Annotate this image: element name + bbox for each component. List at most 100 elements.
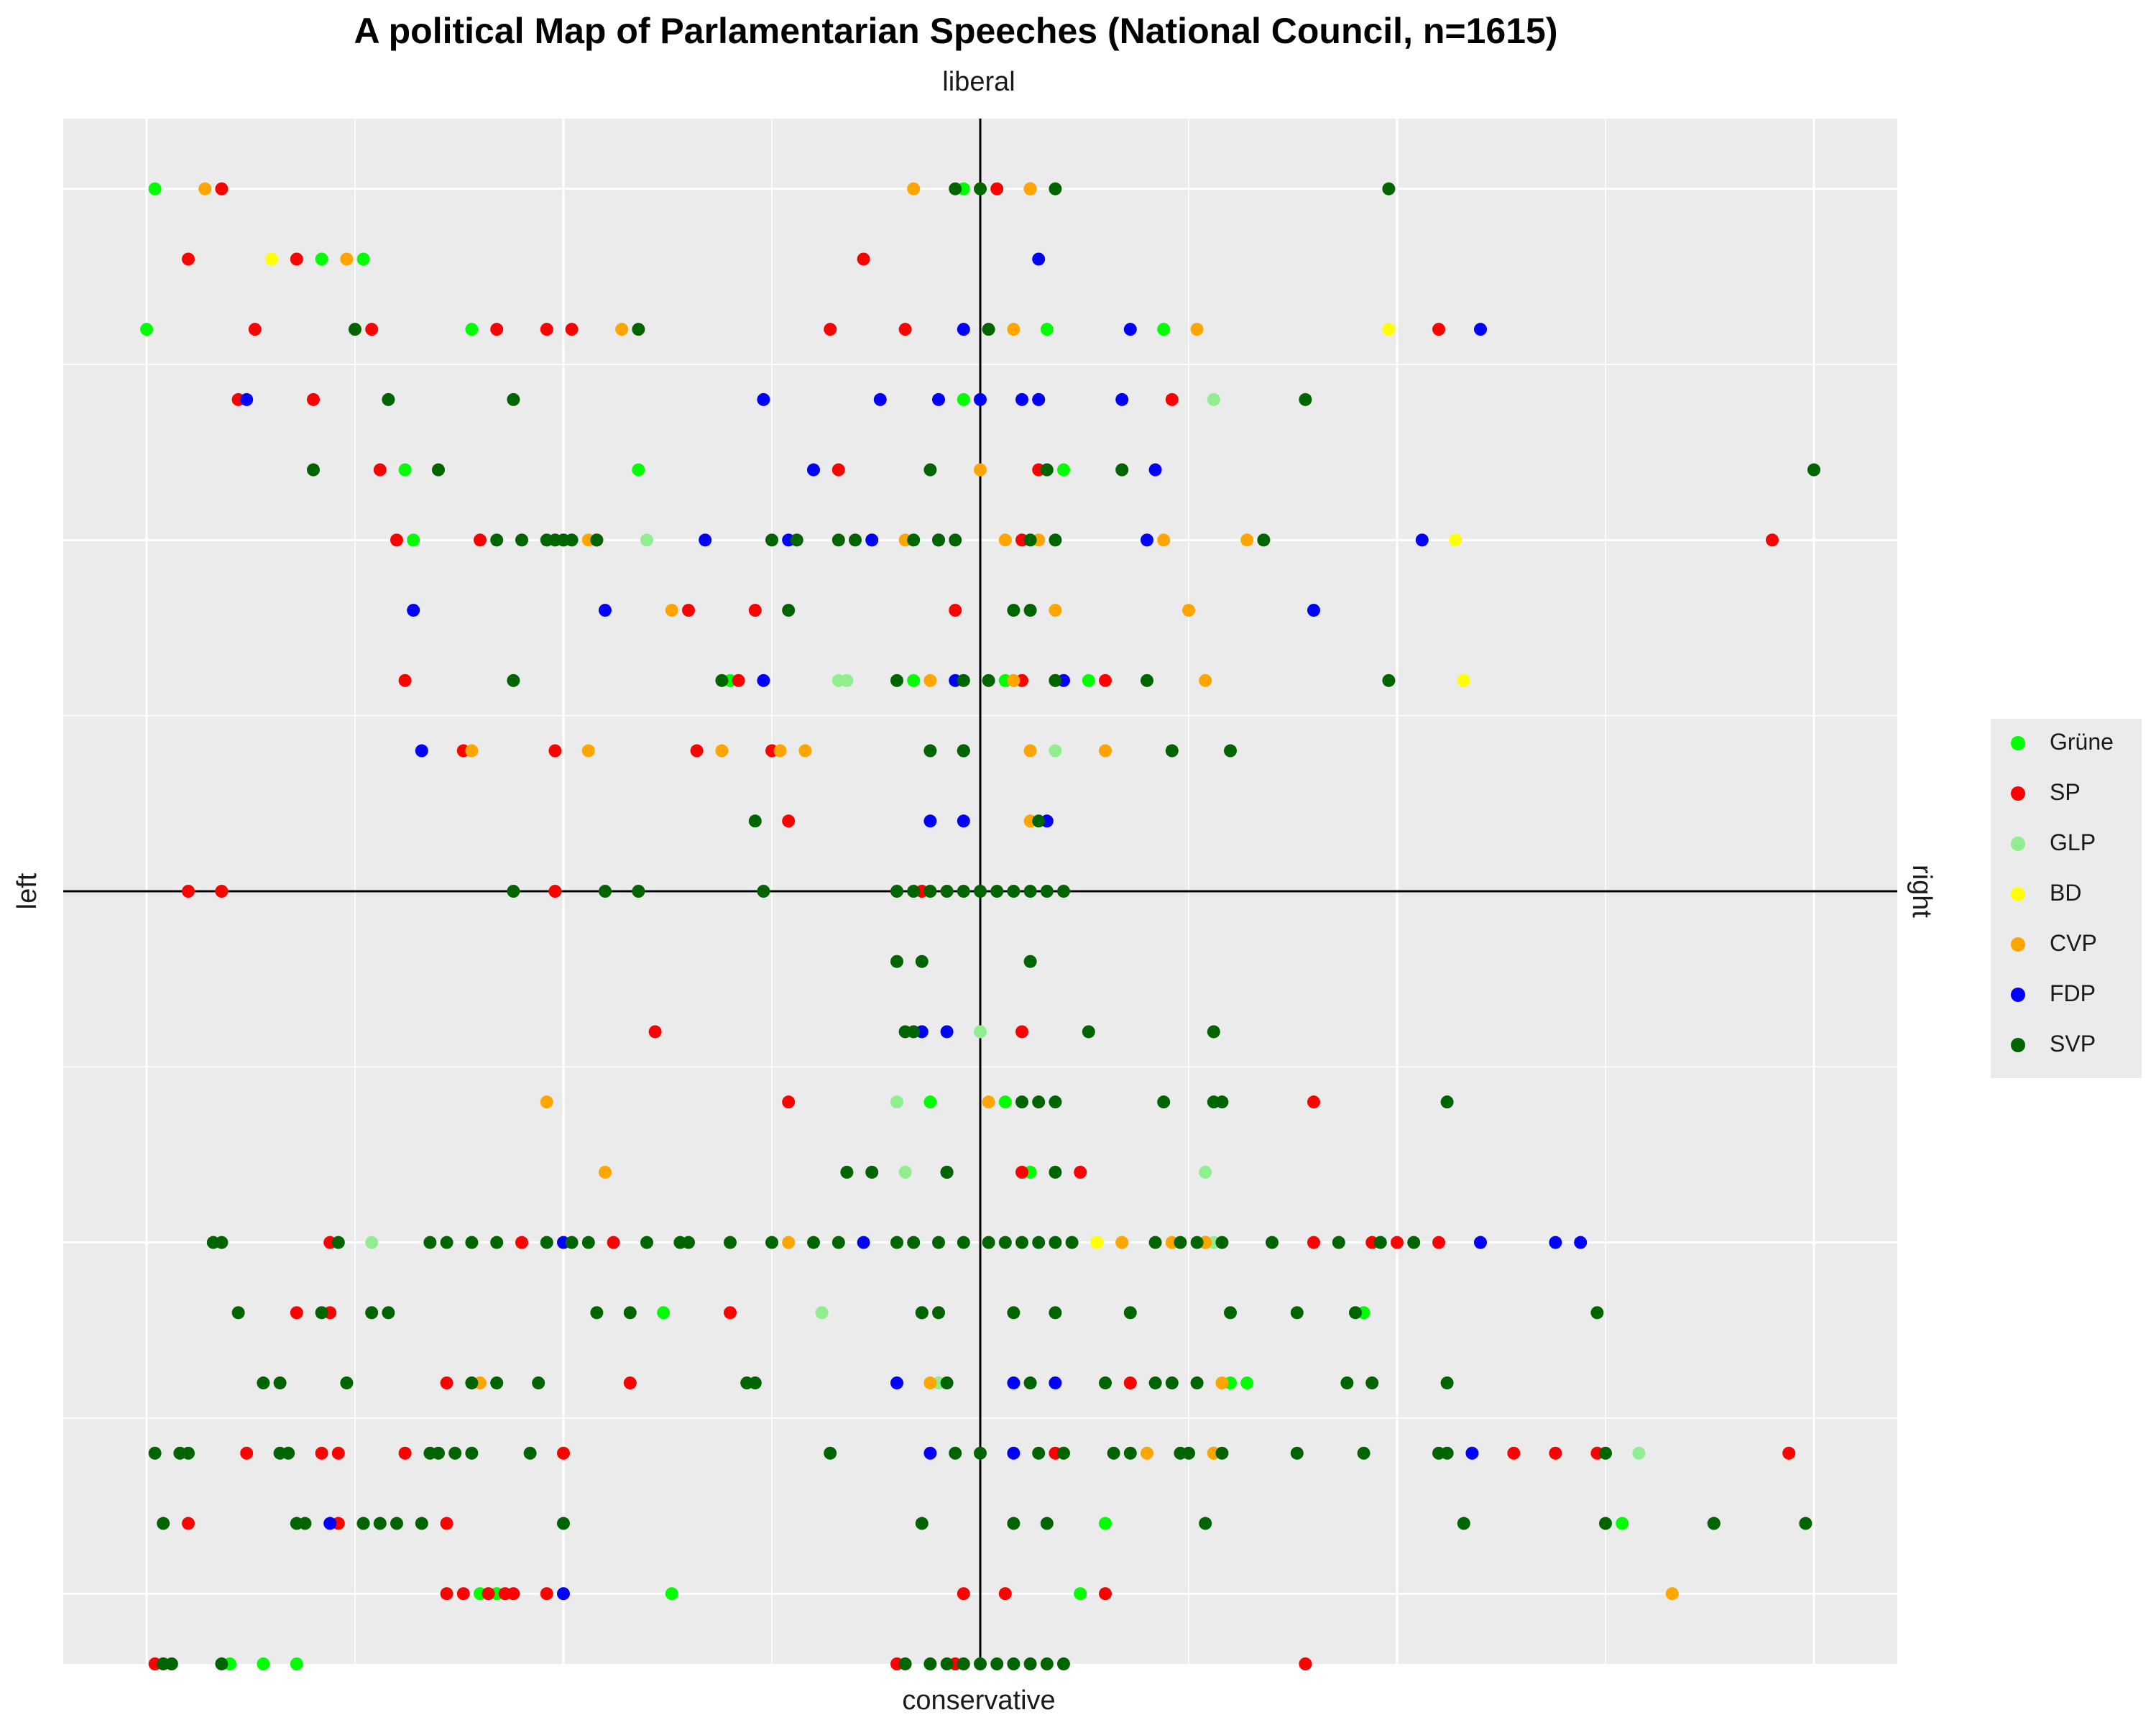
data-point	[1049, 182, 1062, 196]
data-point	[923, 1657, 937, 1670]
legend-key-sp	[2011, 786, 2025, 801]
data-point	[1307, 1236, 1320, 1249]
data-point	[1590, 1306, 1604, 1320]
data-point	[923, 744, 937, 758]
data-point	[940, 1025, 954, 1039]
data-point	[932, 1306, 945, 1320]
data-point	[890, 954, 903, 968]
data-point	[590, 533, 604, 547]
data-point	[1707, 1517, 1720, 1530]
data-point	[1240, 533, 1254, 547]
data-point	[1415, 533, 1429, 547]
data-point	[831, 533, 845, 547]
data-point	[974, 463, 987, 477]
data-point	[1115, 463, 1129, 477]
data-point	[1015, 1095, 1028, 1109]
data-point	[757, 673, 770, 687]
data-point	[581, 1236, 595, 1249]
legend-key-svp	[2011, 1038, 2025, 1052]
data-point	[282, 1446, 295, 1460]
data-point	[640, 1236, 653, 1249]
data-point	[990, 885, 1004, 898]
data-point	[724, 1306, 737, 1320]
data-point	[1057, 1446, 1070, 1460]
legend-label-cvp: CVP	[2050, 930, 2097, 956]
data-point	[765, 533, 778, 547]
data-point	[1023, 533, 1037, 547]
data-point	[356, 252, 370, 266]
data-point	[1391, 1236, 1404, 1249]
data-point	[957, 1236, 970, 1249]
data-point	[857, 1236, 870, 1249]
data-point	[565, 323, 579, 336]
legend-key-bd	[2011, 887, 2025, 901]
data-point	[1332, 1236, 1345, 1249]
data-point	[1123, 1446, 1137, 1460]
data-point	[548, 744, 562, 758]
data-point	[1766, 533, 1779, 547]
data-point	[1240, 1376, 1254, 1390]
data-point	[140, 323, 153, 336]
data-point	[1307, 1095, 1320, 1109]
data-point	[982, 673, 995, 687]
data-point	[715, 673, 729, 687]
data-point	[998, 1587, 1012, 1601]
data-point	[1215, 1236, 1229, 1249]
data-point	[1023, 744, 1037, 758]
data-point	[440, 1517, 453, 1530]
data-point	[1040, 463, 1054, 477]
legend-item: SP	[1991, 769, 2142, 819]
data-point	[915, 1306, 929, 1320]
legend-item: BD	[1991, 870, 2142, 920]
data-point	[398, 1446, 412, 1460]
data-point	[949, 182, 962, 196]
data-point	[1049, 673, 1062, 687]
data-point	[1449, 533, 1462, 547]
data-point	[1165, 744, 1179, 758]
data-point	[615, 323, 629, 336]
data-point	[1015, 392, 1028, 406]
data-point	[1049, 1306, 1062, 1320]
data-point	[1007, 1517, 1021, 1530]
data-point	[440, 1376, 453, 1390]
data-point	[757, 885, 770, 898]
data-point	[1182, 1446, 1195, 1460]
data-point	[1199, 673, 1212, 687]
data-point	[1224, 744, 1237, 758]
data-point	[1474, 323, 1487, 336]
data-point	[1082, 673, 1095, 687]
data-point	[1157, 323, 1171, 336]
data-point	[1632, 1446, 1646, 1460]
legend-label-svp: SVP	[2050, 1031, 2096, 1057]
data-point	[340, 252, 354, 266]
data-point	[1224, 1306, 1237, 1320]
data-point	[865, 1165, 879, 1179]
data-point	[1074, 1165, 1087, 1179]
data-point	[1474, 1236, 1487, 1249]
data-point	[1023, 954, 1037, 968]
data-point	[1049, 744, 1062, 758]
data-point	[581, 744, 595, 758]
data-point	[1015, 1236, 1028, 1249]
data-point	[1190, 1236, 1204, 1249]
data-point	[1007, 673, 1021, 687]
data-point	[1049, 1095, 1062, 1109]
data-point	[1148, 463, 1162, 477]
data-point	[982, 323, 995, 336]
data-point	[1123, 1306, 1137, 1320]
data-point	[1199, 1165, 1212, 1179]
data-point	[898, 1657, 912, 1670]
data-point	[957, 744, 970, 758]
data-point	[1440, 1446, 1454, 1460]
data-point	[165, 1657, 178, 1670]
data-point	[415, 744, 428, 758]
legend-key-glp	[2011, 837, 2025, 851]
data-point	[923, 885, 937, 898]
data-point	[240, 392, 254, 406]
data-point	[1407, 1236, 1421, 1249]
data-point	[1299, 392, 1312, 406]
data-point	[923, 1446, 937, 1460]
data-point	[923, 463, 937, 477]
data-point	[940, 1376, 954, 1390]
data-point	[690, 744, 704, 758]
